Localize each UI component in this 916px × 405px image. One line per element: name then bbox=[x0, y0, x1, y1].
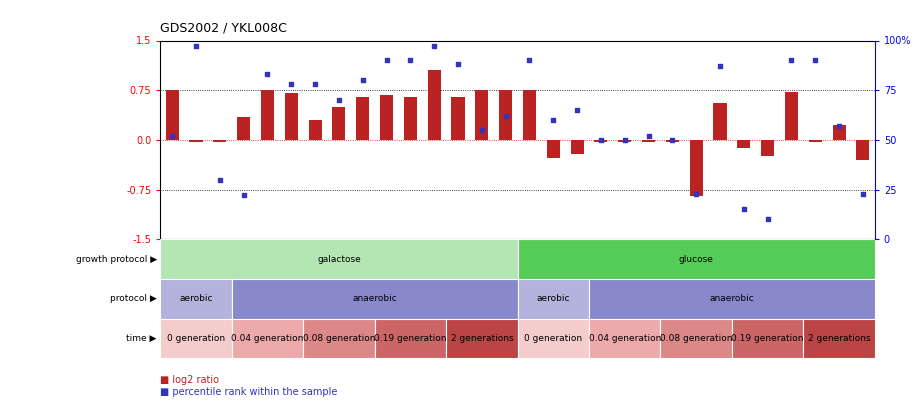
Bar bbox=[803, 319, 875, 358]
Bar bbox=[518, 279, 589, 319]
Text: 0 generation: 0 generation bbox=[524, 334, 583, 343]
Text: 0.04 generation: 0.04 generation bbox=[231, 334, 304, 343]
Point bbox=[498, 113, 513, 119]
Bar bbox=[666, 140, 679, 142]
Point bbox=[427, 43, 442, 50]
Point bbox=[784, 57, 799, 64]
Point bbox=[189, 43, 203, 50]
Bar bbox=[404, 97, 417, 140]
Bar bbox=[714, 103, 726, 140]
Point bbox=[570, 107, 584, 113]
Bar bbox=[237, 117, 250, 140]
Bar bbox=[499, 90, 512, 140]
Text: time ▶: time ▶ bbox=[126, 334, 157, 343]
Bar bbox=[380, 95, 393, 140]
Bar bbox=[166, 90, 179, 140]
Text: anaerobic: anaerobic bbox=[353, 294, 397, 303]
Text: 0.04 generation: 0.04 generation bbox=[588, 334, 661, 343]
Bar bbox=[160, 279, 232, 319]
Text: glucose: glucose bbox=[679, 255, 714, 264]
Point bbox=[213, 176, 227, 183]
Point bbox=[617, 136, 632, 143]
Point bbox=[546, 117, 561, 123]
Point bbox=[808, 57, 823, 64]
Point bbox=[332, 97, 346, 103]
Point bbox=[832, 123, 846, 129]
Bar bbox=[285, 94, 298, 140]
Text: 0.08 generation: 0.08 generation bbox=[660, 334, 733, 343]
Bar bbox=[303, 319, 375, 358]
Text: 2 generations: 2 generations bbox=[451, 334, 513, 343]
Point bbox=[474, 127, 489, 133]
Bar bbox=[856, 140, 869, 160]
Bar bbox=[732, 319, 803, 358]
Bar bbox=[761, 140, 774, 156]
Text: GDS2002 / YKL008C: GDS2002 / YKL008C bbox=[160, 21, 288, 34]
Bar bbox=[475, 90, 488, 140]
Point bbox=[736, 206, 751, 213]
Bar bbox=[232, 319, 303, 358]
Text: ■ percentile rank within the sample: ■ percentile rank within the sample bbox=[160, 387, 338, 397]
Bar bbox=[160, 319, 232, 358]
Bar bbox=[589, 279, 875, 319]
Point bbox=[165, 133, 180, 139]
Bar bbox=[190, 140, 202, 142]
Point bbox=[236, 192, 251, 199]
Text: 0.19 generation: 0.19 generation bbox=[374, 334, 447, 343]
Bar bbox=[642, 140, 655, 142]
Bar bbox=[333, 107, 345, 140]
Bar bbox=[309, 120, 322, 140]
Text: growth protocol ▶: growth protocol ▶ bbox=[76, 255, 157, 264]
Text: 0 generation: 0 generation bbox=[167, 334, 225, 343]
Text: galactose: galactose bbox=[317, 255, 361, 264]
Bar bbox=[518, 319, 589, 358]
Point bbox=[856, 190, 870, 197]
Point bbox=[641, 133, 656, 139]
Bar bbox=[594, 140, 607, 142]
Bar bbox=[213, 140, 226, 142]
Point bbox=[713, 63, 727, 70]
Text: protocol ▶: protocol ▶ bbox=[110, 294, 157, 303]
Text: aerobic: aerobic bbox=[180, 294, 213, 303]
Text: ■ log2 ratio: ■ log2 ratio bbox=[160, 375, 219, 385]
Point bbox=[665, 136, 680, 143]
Bar bbox=[618, 140, 631, 142]
Bar bbox=[452, 97, 464, 140]
Bar bbox=[833, 125, 845, 140]
Text: 0.19 generation: 0.19 generation bbox=[731, 334, 804, 343]
Point bbox=[403, 57, 418, 64]
Point bbox=[308, 81, 322, 87]
Bar bbox=[571, 140, 583, 154]
Bar bbox=[737, 140, 750, 148]
Point bbox=[355, 77, 370, 83]
Bar bbox=[518, 239, 875, 279]
Bar bbox=[785, 92, 798, 140]
Bar bbox=[160, 239, 518, 279]
Bar bbox=[428, 70, 441, 140]
Text: anaerobic: anaerobic bbox=[710, 294, 754, 303]
Bar bbox=[356, 97, 369, 140]
Text: aerobic: aerobic bbox=[537, 294, 570, 303]
Point bbox=[379, 57, 394, 64]
Bar bbox=[446, 319, 518, 358]
Bar bbox=[660, 319, 732, 358]
Bar bbox=[523, 90, 536, 140]
Point bbox=[451, 61, 465, 68]
Point bbox=[284, 81, 299, 87]
Point bbox=[689, 190, 703, 197]
Text: 2 generations: 2 generations bbox=[808, 334, 870, 343]
Point bbox=[260, 71, 275, 77]
Text: 0.08 generation: 0.08 generation bbox=[302, 334, 376, 343]
Bar bbox=[232, 279, 518, 319]
Point bbox=[760, 216, 775, 223]
Bar bbox=[375, 319, 446, 358]
Bar bbox=[809, 140, 822, 142]
Bar bbox=[547, 140, 560, 158]
Point bbox=[594, 136, 608, 143]
Point bbox=[522, 57, 537, 64]
Bar bbox=[690, 140, 703, 196]
Bar bbox=[261, 90, 274, 140]
Bar bbox=[589, 319, 660, 358]
